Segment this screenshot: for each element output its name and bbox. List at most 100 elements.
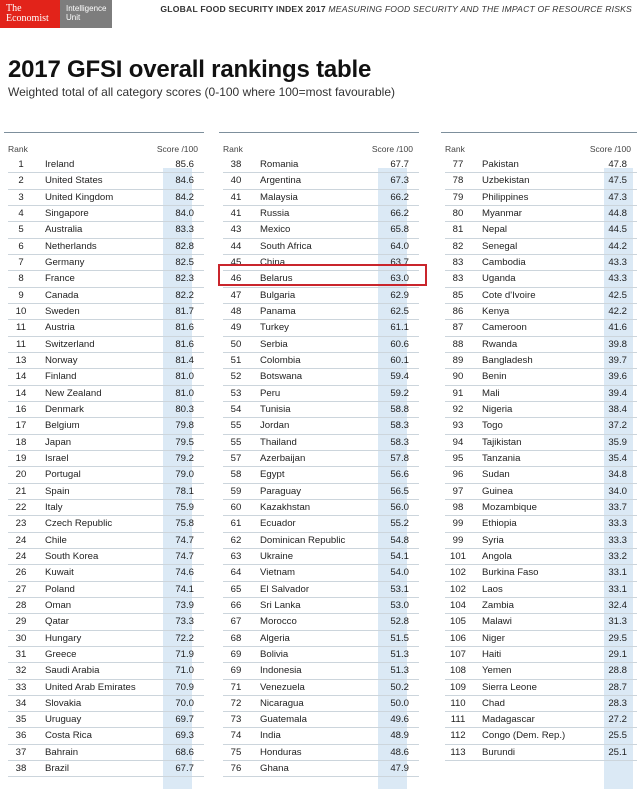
country-cell: Bangladesh [482, 354, 533, 366]
column-header: Rank Score /100 [441, 133, 637, 157]
country-cell: Ireland [45, 159, 75, 170]
score-cell: 39.8 [608, 338, 627, 350]
score-cell: 56.6 [390, 469, 409, 481]
rank-cell: 29 [15, 616, 27, 628]
rank-cell: 40 [230, 175, 242, 187]
rank-cell: 83 [452, 273, 464, 285]
table-row: 113 Burundi 25.1 [441, 745, 637, 762]
country-cell: Uruguay [45, 714, 82, 726]
score-column-shade-3 [604, 168, 633, 789]
score-cell: 75.8 [175, 518, 194, 530]
score-cell: 74.6 [175, 567, 194, 579]
rank-cell: 16 [15, 403, 27, 415]
table-row: 67 Morocco 52.8 [219, 614, 419, 631]
country-cell: Egypt [260, 469, 285, 481]
country-cell: Tajikistan [482, 436, 522, 448]
rank-cell: 22 [15, 501, 27, 513]
column-header: Rank Score /100 [4, 133, 204, 157]
country-cell: Nigeria [482, 403, 513, 415]
rank-cell: 20 [15, 469, 27, 481]
rank-cell: 19 [15, 452, 27, 464]
score-cell: 59.2 [390, 387, 409, 399]
country-cell: Spain [45, 485, 70, 497]
table-row: 34 Slovakia 70.0 [4, 696, 204, 713]
country-cell: Bulgaria [260, 289, 296, 301]
score-cell: 35.9 [608, 436, 627, 448]
country-cell: Mexico [260, 224, 291, 236]
rank-cell: 4 [18, 207, 24, 219]
score-cell: 62.9 [390, 289, 409, 301]
table-row: 101 Angola 33.2 [441, 549, 637, 566]
rank-cell: 27 [15, 583, 27, 595]
ranking-rows: 1 Ireland 85.6 2 United States 84.6 3 United Ki… [4, 157, 204, 778]
economist-logo: The Economist [0, 0, 60, 28]
score-cell: 54.0 [390, 567, 409, 579]
score-cell: 32.4 [608, 599, 627, 611]
table-row: 43 Mexico 65.8 [219, 222, 419, 239]
rank-cell: 110 [450, 697, 466, 709]
rank-cell: 79 [452, 191, 464, 203]
country-cell: Germany [45, 256, 85, 268]
score-cell: 33.3 [608, 518, 627, 530]
rank-cell: 5 [18, 224, 24, 236]
score-cell: 47.3 [608, 191, 627, 203]
table-row: 41 Russia 66.2 [219, 206, 419, 223]
table-row: 107 Haiti 29.1 [441, 647, 637, 664]
table-row: 11 Switzerland 81.6 [4, 337, 204, 354]
table-row: 64 Vietnam 54.0 [219, 565, 419, 582]
country-cell: Guatemala [260, 714, 307, 726]
rank-cell: 30 [15, 632, 27, 644]
country-cell: Canada [45, 289, 79, 301]
country-cell: Nicaragua [260, 697, 304, 709]
table-row: 41 Malaysia 66.2 [219, 190, 419, 207]
rank-cell: 8 [18, 273, 24, 285]
country-cell: Serbia [260, 338, 288, 350]
score-cell: 25.1 [608, 746, 627, 758]
rank-cell: 57 [230, 452, 242, 464]
score-cell: 34.8 [608, 469, 627, 481]
table-row: 88 Rwanda 39.8 [441, 337, 637, 354]
rank-cell: 62 [230, 534, 242, 546]
country-cell: South Korea [45, 550, 99, 562]
table-row: 57 Azerbaijan 57.8 [219, 451, 419, 468]
rank-cell: 38 [230, 159, 242, 170]
score-cell: 50.0 [390, 697, 409, 709]
country-cell: Mozambique [482, 501, 537, 513]
country-cell: Colombia [260, 354, 301, 366]
table-row: 27 Poland 74.1 [4, 582, 204, 599]
table-row: 55 Thailand 58.3 [219, 435, 419, 452]
score-cell: 67.3 [390, 175, 409, 187]
rank-cell: 86 [452, 305, 464, 317]
table-row: 78 Uzbekistan 47.5 [441, 173, 637, 190]
rank-cell: 7 [18, 256, 24, 268]
table-row: 31 Greece 71.9 [4, 647, 204, 664]
country-cell: Ukraine [260, 550, 294, 562]
table-row: 24 Chile 74.7 [4, 533, 204, 550]
country-cell: Belarus [260, 273, 293, 285]
country-cell: Sierra Leone [482, 681, 537, 693]
country-cell: India [260, 730, 281, 742]
score-cell: 80.3 [175, 403, 194, 415]
score-cell: 74.7 [175, 550, 194, 562]
table-row: 87 Cameroon 41.6 [441, 320, 637, 337]
rank-cell: 111 [450, 714, 466, 726]
table-row: 61 Ecuador 55.2 [219, 516, 419, 533]
score-cell: 41.6 [608, 322, 627, 334]
ranking-column-1: Rank Score /100 1 Ireland 85.6 2 United Stat… [4, 132, 204, 778]
rank-cell: 1 [18, 159, 24, 170]
score-cell: 74.7 [175, 534, 194, 546]
country-cell: Rwanda [482, 338, 518, 350]
rank-cell: 18 [15, 436, 27, 448]
rank-cell: 71 [230, 681, 242, 693]
country-cell: Myanmar [482, 207, 522, 219]
rank-cell: 53 [230, 387, 242, 399]
rank-cell: 54 [230, 403, 242, 415]
table-row: 23 Czech Republic 75.8 [4, 516, 204, 533]
country-cell: Costa Rica [45, 730, 92, 742]
table-row: 37 Bahrain 68.6 [4, 745, 204, 762]
rank-cell: 50 [230, 338, 242, 350]
ranking-rows: 38 Romania 67.7 40 Argentina 67.3 41 Malaysia 66… [219, 157, 419, 778]
table-row: 54 Tunisia 58.8 [219, 402, 419, 419]
table-row: 59 Paraguay 56.5 [219, 484, 419, 501]
score-cell: 82.5 [175, 256, 194, 268]
